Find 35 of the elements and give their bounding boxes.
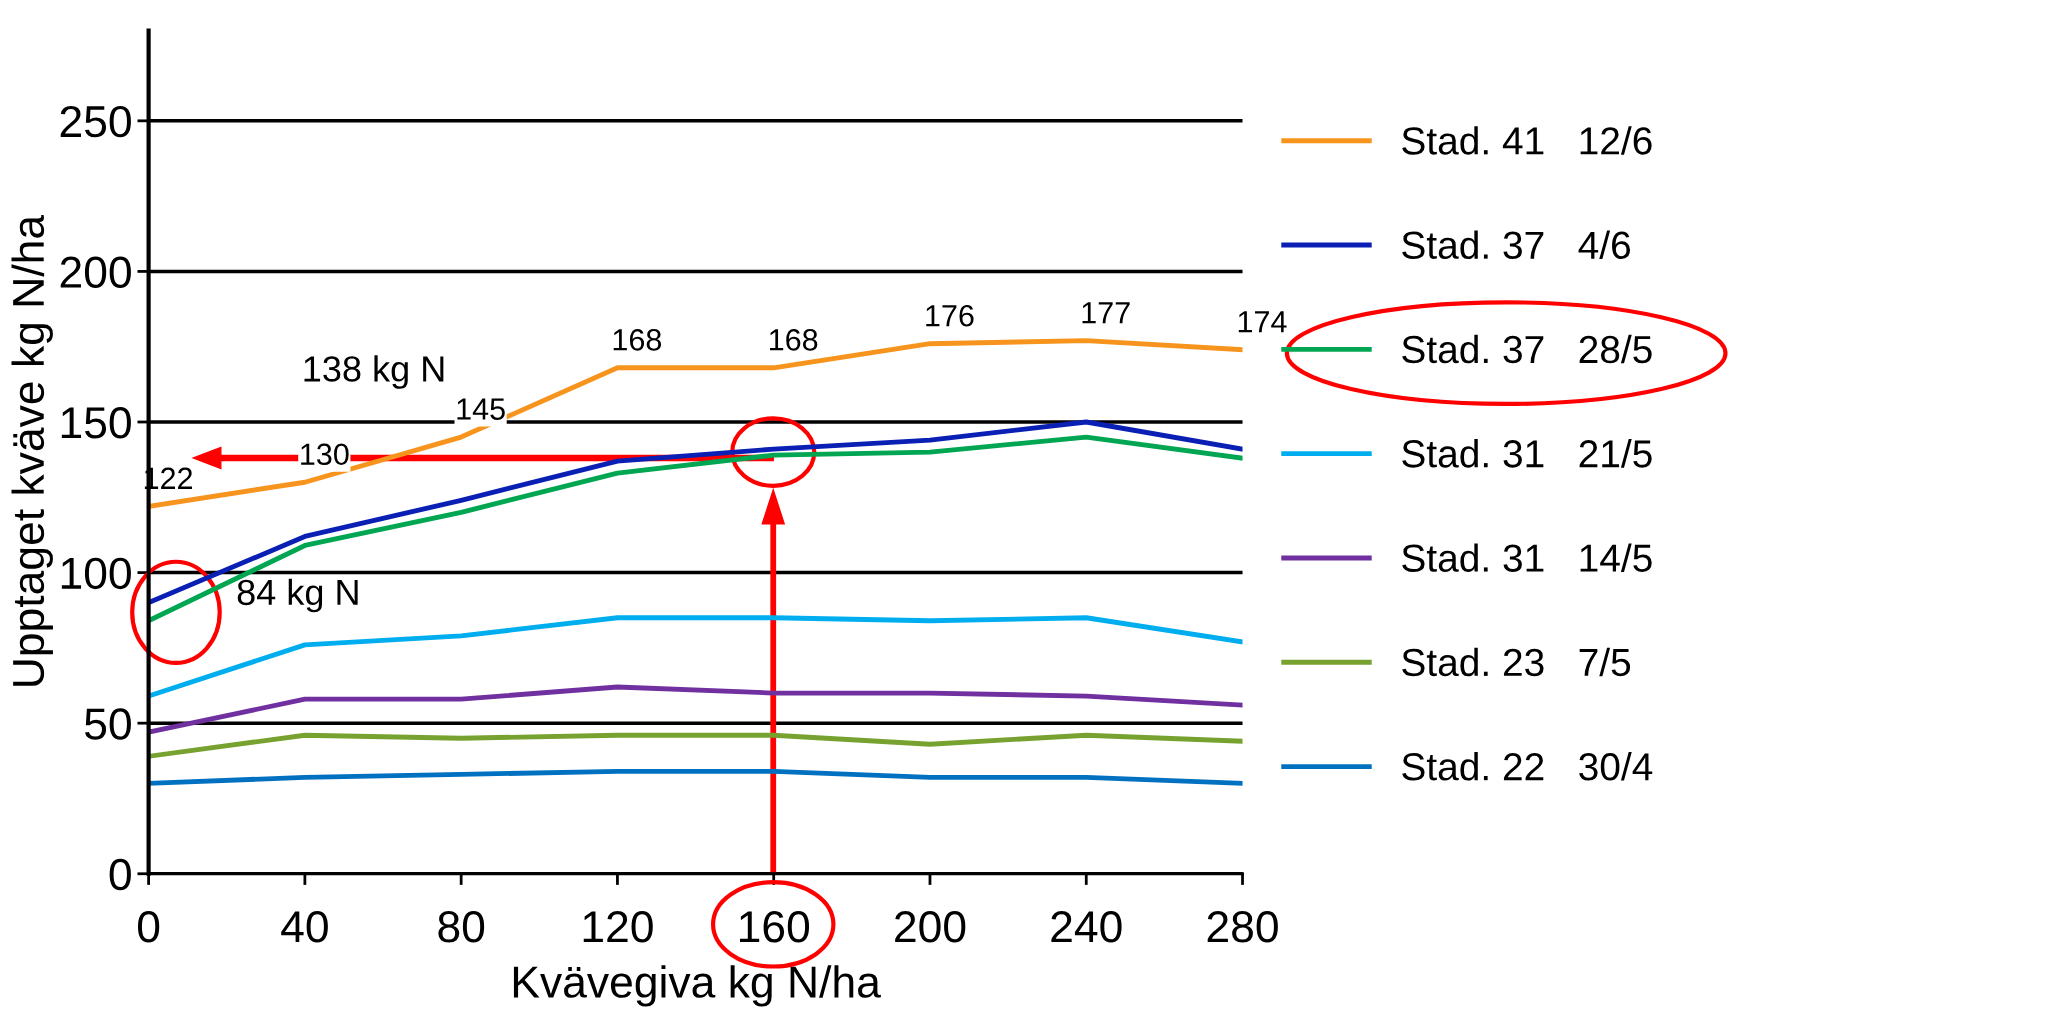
data-label: 130 — [301, 443, 349, 466]
x-tick-label: 80 — [438, 911, 485, 943]
x-tick-label: 160 — [740, 911, 810, 943]
x-tick-label: 200 — [895, 911, 966, 943]
legend-label: Stad. 41 12/6 — [1402, 126, 1652, 155]
data-label: 177 — [1082, 302, 1130, 324]
annotation: 84 kg N — [237, 578, 358, 613]
x-tick-label: 0 — [137, 911, 160, 943]
data-label: 145 — [457, 398, 505, 420]
annotation: 138 kg N — [304, 355, 444, 389]
data-label: 174 — [1238, 311, 1287, 333]
legend-label: Stad. 31 21/5 — [1402, 439, 1652, 468]
x-tick-label: 40 — [281, 911, 328, 943]
x-tick-label: 280 — [1207, 911, 1278, 943]
y-axis-title: Upptaget kväve kg N/ha — [11, 214, 53, 686]
y-tick-label: 50 — [84, 708, 131, 740]
x-tick-label: 120 — [583, 911, 653, 943]
data-label: 176 — [926, 304, 974, 327]
y-tick-label: 0 — [109, 858, 131, 891]
legend-label: Stad. 37 28/5 — [1402, 334, 1652, 364]
y-tick-label: 250 — [60, 105, 131, 138]
y-tick-label: 100 — [61, 557, 131, 590]
legend-label: Stad. 31 14/5 — [1402, 543, 1652, 572]
x-tick-label: 240 — [1051, 911, 1122, 943]
legend-label: Stad. 23 7/5 — [1402, 647, 1631, 677]
x-axis-title: Kvävegiva kg N/ha — [513, 965, 881, 1007]
y-tick-label: 150 — [61, 407, 131, 439]
legend-label: Stad. 22 30/4 — [1402, 752, 1653, 781]
line-series — [148, 768, 1243, 786]
line-series — [148, 615, 1243, 699]
line-series — [148, 732, 1243, 759]
y-tick-label: 200 — [60, 256, 131, 288]
data-label: 168 — [769, 329, 818, 351]
data-label: 168 — [613, 329, 662, 351]
legend-label: Stad. 37 4/6 — [1402, 230, 1631, 260]
